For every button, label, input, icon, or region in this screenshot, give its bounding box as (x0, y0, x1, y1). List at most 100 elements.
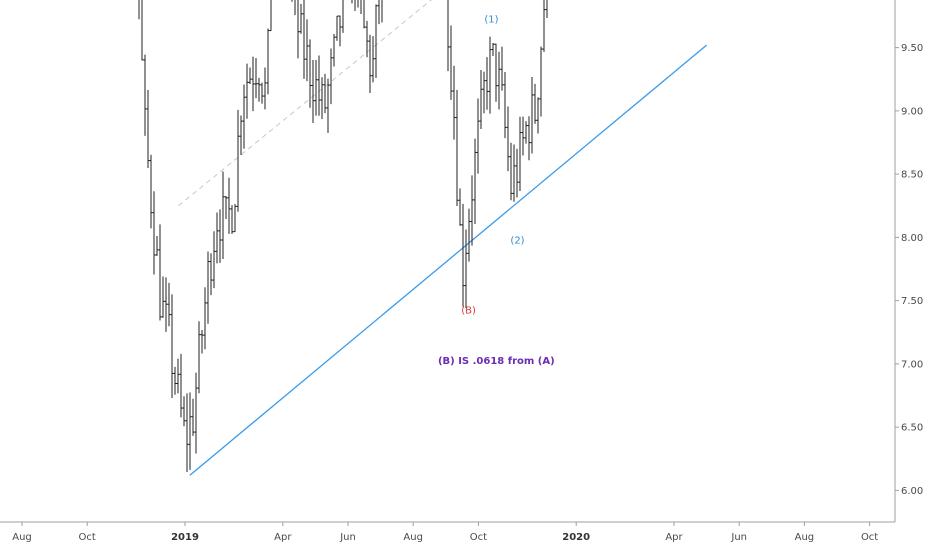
ohlc-bar (332, 33, 336, 67)
ohlc-bar (491, 43, 495, 57)
x-tick-label: 2020 (562, 532, 590, 543)
ohlc-bar (381, 0, 383, 23)
ohlc-bar (363, 0, 366, 29)
ohlc-bar (335, 15, 339, 41)
ohlc-bar (215, 212, 219, 264)
x-tick-label: Apr (665, 532, 683, 543)
y-tick-label: 7.00 (901, 359, 923, 370)
x-tick-label: Oct (79, 532, 96, 543)
x-tick-label: Oct (470, 532, 487, 543)
x-axis[interactable]: Aug Oct 2019 Apr Jun Aug Oct 2020 Apr Jun Aug Oct (0, 521, 895, 543)
x-tick-label: Jun (730, 532, 747, 543)
ohlc-bar (263, 67, 267, 110)
ohlc-bar (357, 0, 359, 8)
y-tick-label: 6.00 (901, 486, 923, 497)
x-tick-label: Aug (403, 532, 423, 543)
ohlc-bar (302, 0, 306, 79)
ohlc-bar (470, 175, 474, 246)
ohlc-bar (218, 209, 222, 263)
ohlc-bar (294, 0, 296, 16)
ohlc-bar (203, 287, 207, 350)
ohlc-bar (182, 396, 186, 427)
x-tick-label: 2019 (171, 532, 199, 543)
ohlc-bar (206, 251, 210, 324)
ohlc-bar (167, 282, 171, 327)
y-axis[interactable]: 6.006.507.007.508.008.509.009.5011.91 (894, 0, 932, 522)
ohlc-bar (188, 392, 192, 470)
ohlc-bar (509, 142, 513, 201)
ohlc-bar (458, 188, 462, 226)
ohlc-bar (524, 121, 528, 144)
ohlc-bar (521, 116, 525, 156)
ohlc-bar (311, 60, 315, 123)
ohlc-bar (179, 353, 183, 418)
ohlc-bar (143, 54, 147, 136)
ohlc-bar (497, 51, 501, 110)
ohlc-bar (464, 229, 468, 309)
ohlc-bar (341, 0, 344, 33)
ohlc-bar (455, 89, 459, 206)
y-tick-label: 9.50 (901, 43, 923, 54)
ohlc-bar (518, 116, 522, 191)
ohlc-bar (374, 4, 378, 78)
ohlc-bar (297, 0, 300, 59)
ohlc-bar (365, 20, 369, 58)
ohlc-bar (512, 144, 516, 202)
ohlc-bar (251, 56, 255, 112)
channel-lower-line[interactable] (189, 44, 708, 476)
ohlc-bar (545, 0, 548, 19)
ohlc-bar (449, 25, 453, 100)
ohlc-bar (542, 0, 546, 52)
y-tick-label: 8.50 (901, 170, 923, 181)
ohlc-bar (533, 83, 537, 124)
ohlc-bar (209, 253, 213, 296)
ohlc-bar (299, 3, 303, 34)
channel-mid-line[interactable] (178, 0, 706, 207)
ohlc-bar (320, 77, 324, 120)
ohlc-bar (138, 0, 140, 20)
x-tick-label: Apr (274, 532, 292, 543)
ohlc-bar (494, 43, 498, 102)
ohlc-bar (266, 28, 270, 95)
ohlc-bar (200, 330, 204, 354)
ohlc-bar (141, 0, 144, 61)
ohlc-bar (503, 72, 507, 139)
ohlc-bar (164, 277, 168, 332)
ohlc-bar (323, 73, 327, 114)
ohlc-bar (368, 34, 372, 93)
ohlc-bar (236, 109, 240, 212)
ohlc-bar (224, 196, 228, 220)
ohlc-bar (239, 115, 243, 155)
ohlc-bar (260, 82, 264, 104)
ohlc-bar (233, 204, 237, 233)
ohlc-bar (149, 154, 153, 229)
ohlc-bar (269, 0, 272, 32)
ohlc-bar (194, 372, 198, 454)
ohlc-bar (152, 191, 156, 275)
ohlc-bar (173, 366, 177, 395)
ohlc-bar (539, 46, 543, 117)
ohlc-bar (221, 171, 225, 259)
ohlc-bar (338, 15, 342, 47)
ohlc-bar (317, 55, 321, 116)
ohlc-bar (158, 224, 162, 321)
ohlc-bar (452, 65, 456, 140)
ohlc-bar (488, 36, 492, 114)
ohlc-bar (485, 57, 489, 110)
ohlc-bar (377, 0, 380, 25)
ohlc-bars (138, 0, 548, 472)
ohlc-bar (479, 70, 483, 130)
ohlc-bar (185, 393, 189, 472)
y-tick-label: 8.00 (901, 233, 923, 244)
x-tick-label: Jun (339, 532, 356, 543)
ohlc-bar (371, 36, 375, 83)
wave-annotation: (B) IS .0618 from (A) (438, 356, 555, 367)
ohlc-bar (530, 77, 534, 154)
ohlc-bar (500, 46, 504, 91)
ohlc-bar (191, 398, 195, 436)
ohlc-bar (308, 39, 312, 108)
ohlc-bar (197, 321, 201, 394)
ohlc-bar (155, 236, 159, 256)
y-tick-label: 6.50 (901, 423, 923, 434)
